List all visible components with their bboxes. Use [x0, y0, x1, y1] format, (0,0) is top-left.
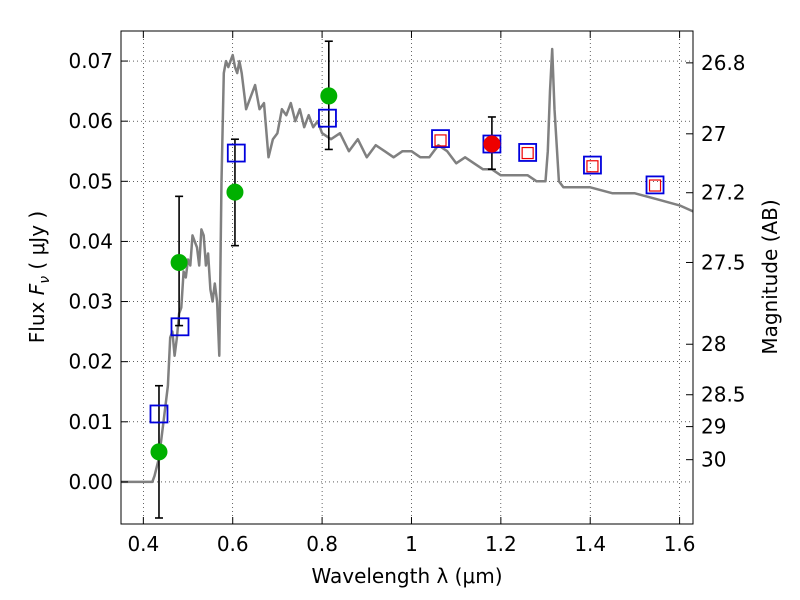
- x-tick-label: 1: [405, 532, 418, 556]
- observed-limit-point: [434, 134, 447, 147]
- y-tick-label: 0.00: [68, 470, 113, 494]
- y-tick-label: 0.03: [68, 290, 113, 314]
- model-photometry-point: [431, 129, 450, 149]
- y-axis-label-subscript: ν: [37, 276, 53, 284]
- x-tick-label: 1.6: [664, 532, 696, 556]
- y2-axis-label: Magnitude (AB): [758, 199, 782, 354]
- model-photometry-point: [583, 155, 602, 175]
- grid: [121, 31, 693, 524]
- model-photometry-point: [645, 175, 665, 195]
- y-axis-label: Flux Fν ( μJy ): [25, 211, 53, 343]
- x-tick-label: 0.8: [306, 532, 338, 556]
- sed-model-line: [121, 47, 693, 484]
- y2-tick-label: 27.5: [701, 250, 746, 274]
- y-tick-label: 0.07: [68, 49, 113, 73]
- observed-point: [226, 183, 244, 201]
- model-photometry-point: [149, 404, 169, 424]
- y2-tick-label: 28.5: [701, 383, 746, 407]
- y2-tick-label: 26.8: [701, 51, 746, 75]
- plot-area: [121, 40, 693, 519]
- observed-limit-point: [648, 179, 662, 192]
- y-axis-label-suffix: ( μJy ): [25, 211, 49, 276]
- plot-frame: [120, 30, 694, 525]
- model-photometry-point: [226, 143, 246, 163]
- x-tick-label: 0.6: [217, 532, 249, 556]
- axis-ticks: 0.4 0.6 0.8 1 1.2 1.4 1.6 0.00 0.01 0.02 0.03 0.04 0…: [68, 31, 746, 556]
- y2-tick-label: 30: [701, 448, 726, 472]
- y2-tick-label: 27: [701, 122, 726, 146]
- observed-point: [170, 253, 188, 271]
- y-tick-label: 0.04: [68, 229, 113, 253]
- plot-background: [121, 31, 693, 524]
- x-tick-label: 1.2: [485, 532, 517, 556]
- observed-limit-point: [586, 160, 599, 173]
- observed-limit-point: [521, 146, 534, 160]
- model-photometry-point: [318, 108, 337, 128]
- y-tick-label: 0.06: [68, 109, 113, 133]
- observed-point: [320, 87, 338, 105]
- model-photometry-point: [170, 317, 190, 337]
- y-tick-label: 0.02: [68, 350, 113, 374]
- y-tick-label: 0.01: [68, 410, 113, 434]
- observed-point: [150, 443, 168, 461]
- y-tick-label: 0.05: [68, 169, 113, 193]
- y2-tick-label: 29: [701, 415, 726, 439]
- x-axis-label: Wavelength λ (μm): [311, 564, 502, 588]
- y-axis-label-symbol: F: [25, 283, 49, 295]
- x-tick-label: 0.4: [127, 532, 159, 556]
- model-photometry-point: [518, 143, 538, 162]
- y-axis-label-prefix: Flux: [25, 295, 49, 343]
- x-tick-label: 1.4: [574, 532, 606, 556]
- y2-tick-label: 28: [701, 332, 726, 356]
- observed-point: [483, 135, 501, 153]
- y2-tick-label: 27.2: [701, 181, 746, 205]
